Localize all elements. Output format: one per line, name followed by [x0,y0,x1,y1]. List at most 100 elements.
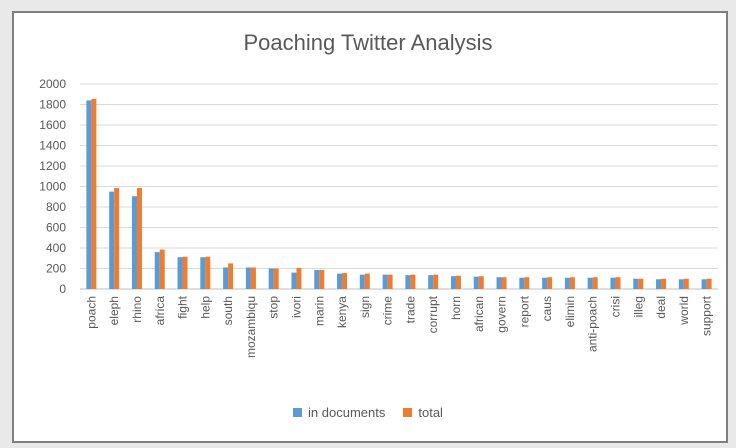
bar-in-documents [245,267,251,289]
x-tick-label: elimin [563,296,577,327]
x-tick-label: crisi [608,296,622,317]
x-tick-label: corrupt [426,295,440,333]
x-tick-label: crime [381,296,395,326]
y-tick-label: 600 [46,221,66,235]
bar-total [569,277,575,289]
x-tick-label: rhino [130,296,144,323]
x-tick-label: trade [403,296,417,324]
bar-in-documents [405,275,411,289]
bar-total [638,278,644,289]
bar-in-documents [519,277,525,289]
y-tick-label: 200 [46,262,66,276]
x-tick-label: kenya [335,296,349,328]
y-tick-label: 1000 [39,180,66,194]
bar-total [410,274,416,289]
bar-total [91,98,97,289]
legend-swatch-total [403,408,413,417]
x-tick-label: mozambiqu [244,296,258,358]
bar-in-documents [268,268,274,289]
bar-total [182,256,188,289]
x-tick-label: africa [153,296,167,326]
bar-total [205,256,211,289]
bar-total [342,273,348,289]
x-tick-label: deal [654,296,668,319]
legend-item-total: total [403,405,443,420]
bar-in-documents [564,277,570,289]
bar-total [661,278,667,289]
legend-swatch-in-documents [293,408,303,417]
bar-in-documents [223,267,229,289]
x-tick-label: help [198,296,212,319]
x-tick-label: horn [449,296,463,320]
bar-in-documents [177,257,183,289]
x-tick-label: african [472,296,486,332]
bar-total [250,267,256,289]
x-tick-label: report [517,295,531,327]
bar-in-documents [359,274,365,289]
bar-in-documents [496,277,502,289]
x-tick-label: anti-poach [586,296,600,352]
bar-in-documents [86,100,92,290]
y-tick-label: 1400 [39,139,66,153]
bar-total [501,277,507,289]
bar-in-documents [314,270,320,289]
bar-total [478,276,484,289]
bar-total [228,263,234,289]
bar-total [136,188,142,289]
x-tick-label: south [221,296,235,325]
y-tick-label: 1600 [39,118,66,132]
bar-in-documents [473,276,479,289]
bar-total [114,188,120,289]
bar-in-documents [291,272,297,289]
x-tick-label: sign [358,296,372,318]
y-tick-label: 1200 [39,159,66,173]
legend: in documents total [0,405,736,420]
x-tick-label: govern [495,296,509,333]
bar-in-documents [337,273,343,289]
x-tick-label: support [700,295,714,336]
bar-total [547,277,553,289]
chart-title: Poaching Twitter Analysis [243,30,493,55]
bar-in-documents [587,277,593,289]
x-tick-label: world [677,296,691,326]
x-tick-label: illeg [631,296,645,317]
bar-in-documents [382,274,388,289]
legend-label-in-documents: in documents [308,405,386,420]
legend-label-total: total [418,405,443,420]
x-tick-label: marin [312,296,326,326]
bar-total [706,278,712,289]
bar-in-documents [633,278,639,289]
bar-in-documents [428,275,434,289]
bar-total [524,277,530,289]
x-tick-label: poach [84,296,98,329]
y-tick-label: 800 [46,200,66,214]
legend-item-in-documents: in documents [293,405,385,420]
bar-total [364,273,370,289]
bar-total [683,278,689,289]
x-tick-label: fight [176,295,190,318]
bar-in-documents [109,191,115,289]
bar-total [387,274,393,289]
bar-total [592,277,598,289]
x-tick-label: ivori [289,296,303,318]
bar-in-documents [200,257,206,289]
bar-in-documents [610,277,616,289]
y-tick-label: 1800 [39,98,66,112]
bar-total [159,249,165,289]
bar-in-documents [678,279,684,289]
x-tick-label: caus [540,296,554,321]
bar-in-documents [542,277,548,289]
y-tick-label: 400 [46,241,66,255]
bar-in-documents [450,276,456,289]
x-tick-label: eleph [107,296,121,325]
bar-total [455,275,461,289]
bar-in-documents [701,279,707,289]
y-tick-label: 2000 [39,77,66,91]
bar-total [319,270,325,289]
x-tick-label: stop [267,296,281,319]
bar-total [615,277,621,289]
bar-in-documents [154,252,160,289]
bar-total [433,274,439,289]
bar-in-documents [656,279,662,289]
